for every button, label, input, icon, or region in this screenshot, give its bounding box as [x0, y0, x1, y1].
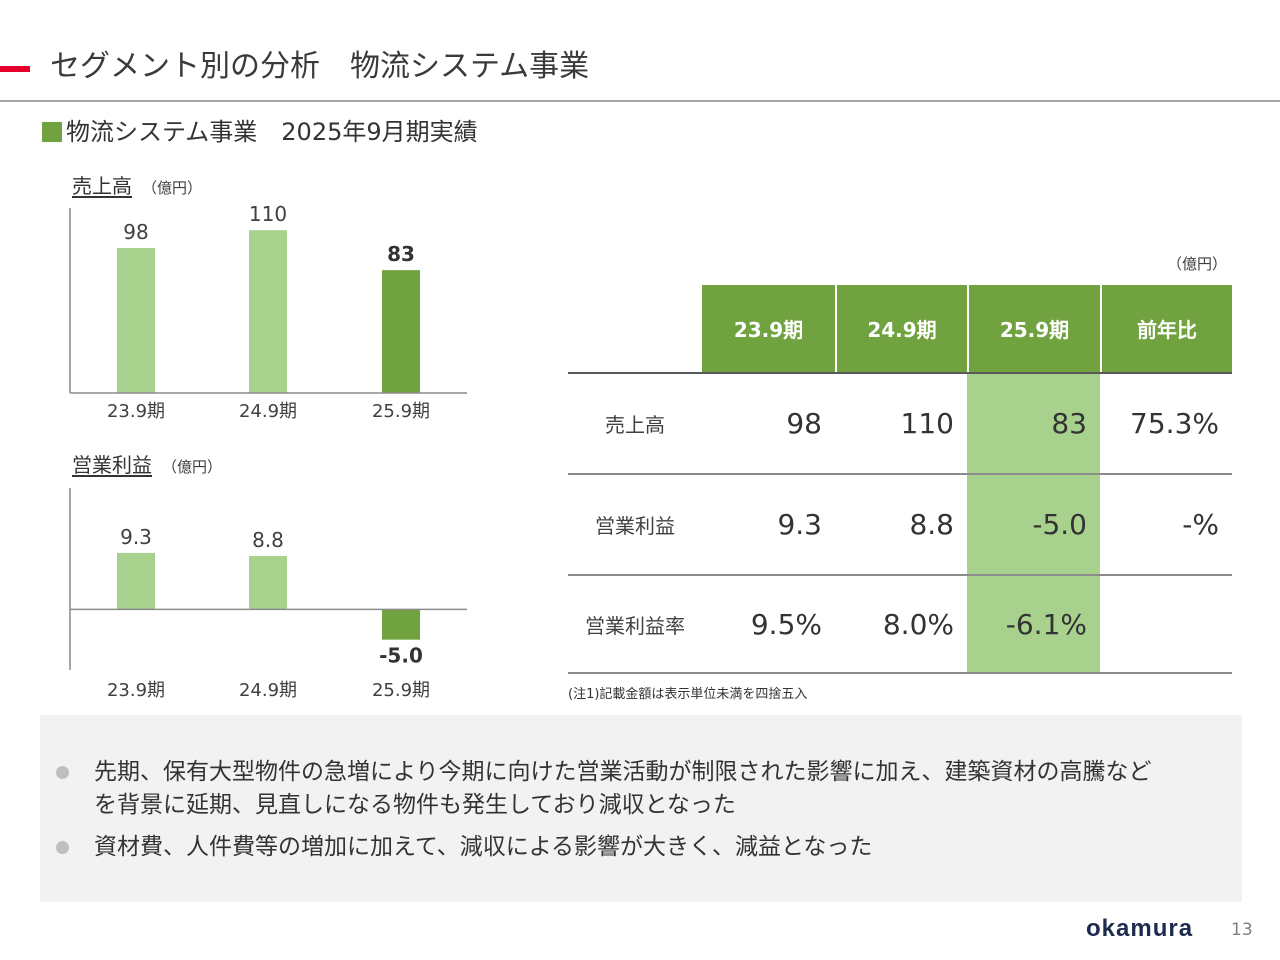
sales-bar-2 [249, 230, 287, 393]
table-footnote: (注1)記載金額は表示単位未満を四捨五入 [568, 687, 808, 702]
sales-bar-1 [117, 247, 155, 393]
row-label-operating-profit: 営業利益 [568, 473, 702, 574]
operating-profit-bar-3 [382, 609, 420, 640]
row-label-net-sales: 売上高 [568, 372, 702, 473]
company-logo: okamura [1086, 915, 1194, 942]
operating-profit-bar-chart: 9.3 23.9期 8.8 24.9期 -5.0 25.9期 [69, 488, 467, 701]
column-header-24-9: 24.9期 [835, 285, 967, 372]
operating-profit-chart-title: 営業利益 [72, 453, 152, 477]
summary-bullet-list: 先期、保有大型物件の急増により今期に向けた営業活動が制限された影響に加え、建築資… [40, 756, 1242, 873]
operating-profit-chart-unit: （億円） [162, 458, 223, 476]
cell-net-sales-24-9: 110 [835, 372, 967, 473]
operating-profit-data-label: 9.3 [120, 525, 152, 549]
title-accent-bar [0, 66, 30, 72]
bullet-dot-icon [56, 841, 69, 854]
operating-profit-category-label: 23.9期 [107, 680, 165, 701]
cell-net-sales-25-9: 83 [967, 372, 1100, 473]
sales-data-label: 110 [249, 202, 287, 226]
sales-category-label: 23.9期 [107, 401, 165, 422]
operating-profit-category-label: 24.9期 [239, 680, 297, 701]
column-header-23-9: 23.9期 [702, 285, 835, 372]
bullet-text-line: 資材費、人件費等の増加に加えて、減収による影響が大きく、減益となった [94, 834, 873, 860]
cell-operating-margin-24-9: 8.0% [835, 574, 967, 674]
bar-charts: 98 23.9期 110 24.9期 83 25.9期 9.3 23.9期 8.8 24.9期 -5… [69, 202, 467, 701]
operating-profit-chart-heading: 営業利益 （億円） [72, 452, 222, 478]
subtitle-square-icon [42, 122, 62, 142]
sales-chart-unit: （億円） [142, 179, 203, 197]
page-number: 13 [1231, 920, 1253, 940]
sales-chart-heading: 売上高 （億円） [72, 173, 202, 199]
sales-category-label: 24.9期 [239, 401, 297, 422]
operating-profit-category-label: 25.9期 [372, 680, 430, 701]
cell-net-sales-23-9: 98 [702, 372, 835, 473]
operating-profit-bar-2 [249, 555, 287, 610]
operating-profit-bar-1 [117, 552, 155, 610]
cell-operating-margin-yoy [1100, 574, 1232, 674]
table-corner-cell [568, 285, 702, 372]
summary-bullet: 資材費、人件費等の増加に加えて、減収による影響が大きく、減益となった [40, 831, 1242, 864]
title-divider [0, 100, 1280, 102]
cell-operating-margin-23-9: 9.5% [702, 574, 835, 674]
cell-operating-profit-23-9: 9.3 [702, 473, 835, 574]
cell-operating-profit-24-9: 8.8 [835, 473, 967, 574]
column-header-yoy: 前年比 [1100, 285, 1232, 372]
summary-bullet: 先期、保有大型物件の急増により今期に向けた営業活動が制限された影響に加え、建築資… [40, 756, 1242, 822]
results-table: 23.9期 24.9期 25.9期 前年比 売上高 98 110 83 75.3… [568, 285, 1232, 674]
row-label-operating-margin: 営業利益率 [568, 574, 702, 674]
cell-net-sales-yoy: 75.3% [1100, 372, 1232, 473]
bullet-text-line: 先期、保有大型物件の急増により今期に向けた営業活動が制限された影響に加え、建築資… [94, 759, 1152, 785]
cell-operating-profit-yoy: -% [1100, 473, 1232, 574]
cell-operating-profit-25-9: -5.0 [967, 473, 1100, 574]
sales-category-label: 25.9期 [372, 401, 430, 422]
summary-box: 先期、保有大型物件の急増により今期に向けた営業活動が制限された影響に加え、建築資… [40, 715, 1242, 902]
sales-bar-3 [382, 270, 420, 393]
column-header-25-9: 25.9期 [967, 285, 1100, 372]
sales-chart-title: 売上高 [72, 174, 132, 198]
sales-data-label: 83 [387, 242, 415, 266]
bullet-text-line: を背景に延期、見直しになる物件も発生しており減収となった [94, 792, 736, 818]
operating-profit-data-label: 8.8 [252, 528, 284, 552]
sales-bar-chart: 98 23.9期 110 24.9期 83 25.9期 [69, 202, 467, 422]
operating-profit-data-label: -5.0 [379, 644, 423, 668]
cell-operating-margin-25-9: -6.1% [967, 574, 1100, 674]
bullet-dot-icon [56, 766, 69, 779]
page-title: セグメント別の分析 物流システム事業 [50, 49, 590, 84]
section-subtitle: 物流システム事業 2025年9月期実績 [66, 118, 478, 146]
table-unit-label: （億円） [1166, 255, 1227, 273]
sales-data-label: 98 [123, 220, 148, 244]
